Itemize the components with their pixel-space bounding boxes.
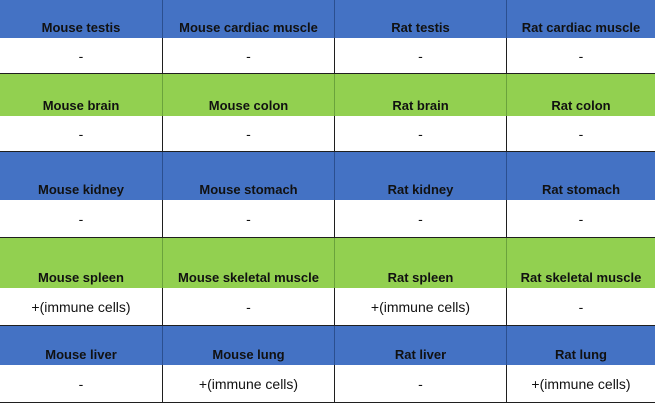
result-cell: +(immune cells) (162, 365, 334, 403)
result-cell: - (506, 288, 655, 326)
tissue-header-cell: Rat colon (506, 74, 655, 116)
result-cell: - (506, 200, 655, 238)
tissue-header-cell: Rat testis (334, 0, 506, 38)
value-row: ---- (0, 38, 655, 74)
tissue-header-cell: Mouse lung (162, 326, 334, 365)
result-cell: - (0, 200, 162, 238)
tissue-header-cell: Rat lung (506, 326, 655, 365)
result-cell: - (0, 365, 162, 403)
tissue-header-cell: Rat cardiac muscle (506, 0, 655, 38)
result-cell: - (506, 38, 655, 74)
result-cell: +(immune cells) (0, 288, 162, 326)
tissue-header-cell: Mouse cardiac muscle (162, 0, 334, 38)
result-cell: - (0, 38, 162, 74)
value-row: +(immune cells) - +(immune cells) - (0, 288, 655, 326)
header-row: Mouse liver Mouse lung Rat liver Rat lung (0, 326, 655, 365)
tissue-header-cell: Rat skeletal muscle (506, 238, 655, 288)
tissue-header-cell: Mouse testis (41, 20, 121, 35)
tissue-header-cell: Mouse kidney (38, 182, 124, 197)
tissue-header-cell: Rat brain (334, 74, 506, 116)
tissue-header-cell: Rat spleen (334, 238, 506, 288)
tissue-header-cell: Rat stomach (506, 152, 655, 200)
tissue-header-cell: Mouse skeletal muscle (162, 238, 334, 288)
header-row: Mouse testis Mouse cardiac muscle Rat test… (0, 0, 655, 38)
tissue-header-cell: Rat liver (334, 326, 506, 365)
result-cell: - (334, 200, 506, 238)
tissue-header-cell: Rat kidney (334, 152, 506, 200)
tissue-header-cell: Mouse colon (162, 74, 334, 116)
result-cell: - (506, 116, 655, 152)
result-cell: - (162, 116, 334, 152)
result-cell: - (334, 38, 506, 74)
result-cell: - (0, 116, 162, 152)
tissue-header-cell: Mouse spleen (38, 270, 124, 285)
result-cell: - (334, 116, 506, 152)
value-row: ---- (0, 200, 655, 238)
result-cell: - (162, 38, 334, 74)
tissue-header-cell: Mouse liver (45, 347, 117, 362)
result-cell: +(immune cells) (506, 365, 655, 403)
header-row: Mouse brain Mouse colon Rat brain Rat colon (0, 74, 655, 116)
tissue-header-cell: Mouse brain (42, 98, 120, 113)
header-row: Mouse kidney Mouse stomach Rat kidney Rat s… (0, 152, 655, 200)
tissue-header-cell: Mouse stomach (162, 152, 334, 200)
value-row: - +(immune cells) - +(immune cells) (0, 365, 655, 403)
header-row: Mouse spleen Mouse skeletal muscle Rat spl… (0, 238, 655, 288)
result-cell: - (162, 200, 334, 238)
result-cell: - (162, 288, 334, 326)
result-cell: - (334, 365, 506, 403)
value-row: ---- (0, 116, 655, 152)
result-cell: +(immune cells) (334, 288, 506, 326)
